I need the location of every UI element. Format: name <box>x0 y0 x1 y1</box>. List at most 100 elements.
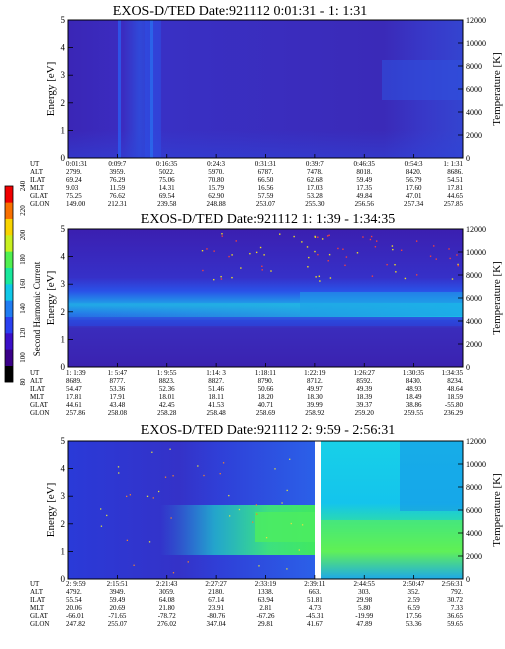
panel-1-y2tick-label: 6000 <box>466 85 482 94</box>
panel-1-spike-1 <box>118 20 121 158</box>
orbit-row-value: 8790. <box>258 377 274 385</box>
orbit-row-value: 248.88 <box>207 200 227 208</box>
noise-speck <box>356 252 359 254</box>
panel-2-y2label: Temperature [K] <box>491 261 503 334</box>
noise-speck <box>231 276 233 279</box>
noise-speck <box>274 468 276 470</box>
noise-speck <box>117 466 120 468</box>
orbit-row-value: 8827. <box>208 377 224 385</box>
orbit-row-label: MLT <box>30 393 45 401</box>
colorbar-blocks <box>5 186 13 383</box>
orbit-row-value: 2:39:11 <box>304 580 326 588</box>
orbit-row-value: 53.28 <box>307 192 323 200</box>
orbit-row-value: 2.81 <box>259 604 272 612</box>
colorbar-ticks: 80 100 120 140 160 180 200 220 240 <box>19 180 27 385</box>
noise-speck <box>228 515 231 517</box>
orbit-row-value: 59.49 <box>110 596 126 604</box>
noise-speck <box>213 250 215 252</box>
noise-speck <box>157 490 160 493</box>
noise-speck <box>126 495 128 498</box>
noise-speck <box>219 473 221 475</box>
panel-2-ytick-label: 0 <box>61 362 66 372</box>
panel-2-scatter-noise <box>201 233 459 282</box>
colorbar-swatch <box>5 186 13 203</box>
orbit-row-value: 8592. <box>356 377 372 385</box>
orbit-row-value: 41.67 <box>307 620 323 628</box>
orbit-row-value: 8234. <box>447 377 463 385</box>
noise-speck <box>449 257 451 260</box>
panel-2-y2tick-label: 8000 <box>466 271 482 280</box>
orbit-row-value: 256.56 <box>355 200 375 208</box>
orbit-row-value: -67.26 <box>256 612 275 620</box>
orbit-row-value: -78.72 <box>158 612 177 620</box>
noise-speck <box>286 568 288 570</box>
orbit-row-value: 49.97 <box>307 385 323 393</box>
noise-speck <box>259 246 262 249</box>
orbit-row-value: 66.50 <box>258 176 274 184</box>
orbit-row-value: 18.30 <box>307 393 323 401</box>
panel-3-y2tick-label: 4000 <box>466 529 482 538</box>
orbit-row-label: GLAT <box>30 192 49 200</box>
orbit-row-value: 62.68 <box>307 176 323 184</box>
noise-speck <box>298 549 300 551</box>
orbit-row-value: 259.20 <box>355 409 375 417</box>
orbit-row-value: -71.65 <box>108 612 127 620</box>
orbit-row-value: -66.01 <box>66 612 85 620</box>
noise-speck <box>221 235 223 237</box>
noise-speck <box>328 234 330 237</box>
noise-speck <box>435 258 437 260</box>
noise-speck <box>252 521 254 523</box>
panel-3-y2-axis: 0 2000 4000 6000 8000 10000 12000 <box>458 437 486 584</box>
panel-3-y2tick-label: 10000 <box>466 460 486 469</box>
orbit-row-label: MLT <box>30 184 45 192</box>
orbit-row-value: 8430. <box>406 377 422 385</box>
orbit-row-value: 29.81 <box>258 620 274 628</box>
noise-speck <box>258 565 260 567</box>
orbit-row-value: 5022. <box>159 168 175 176</box>
orbit-row-value: 276.02 <box>157 620 177 628</box>
panel-1-low-energy-band <box>68 130 463 158</box>
orbit-row-value: 3949. <box>110 588 126 596</box>
colorbar-swatch <box>5 202 13 219</box>
orbit-row-value: 18.59 <box>447 393 463 401</box>
panel-3-title: EXOS-D/TED Date:921112 2: 9:59 - 2:56:31 <box>141 423 395 438</box>
noise-speck <box>326 235 329 237</box>
colorbar-tick-label: 180 <box>19 254 27 265</box>
panel-2-y2tick-label: 2000 <box>466 340 482 349</box>
orbit-row-value: 255.07 <box>108 620 128 628</box>
noise-speck <box>337 247 339 250</box>
panel-2-ytick-label: 5 <box>61 224 66 234</box>
colorbar-swatch <box>5 235 13 252</box>
orbit-row-value: 1:26:27 <box>354 369 376 377</box>
panel-2-y2tick-label: 6000 <box>466 294 482 303</box>
noise-speck <box>240 267 242 269</box>
panel-1-ytick-label: 4 <box>61 43 66 53</box>
orbit-row-label: GLON <box>30 200 49 208</box>
orbit-row-value: 258.48 <box>207 409 227 417</box>
orbit-row-value: 20.06 <box>66 604 82 612</box>
orbit-row-value: 8712. <box>307 377 323 385</box>
orbit-row-value: 1: 1:31 <box>443 160 463 168</box>
orbit-row-value: 4.73 <box>309 604 322 612</box>
panel-1-ytick-label: 5 <box>61 15 66 25</box>
noise-speck <box>220 278 223 280</box>
panel-1-spike-3 <box>150 20 153 158</box>
orbit-row-value: 0:54:3 <box>405 160 423 168</box>
orbit-row-value: 663. <box>309 588 322 596</box>
orbit-row-value: 69.54 <box>159 192 175 200</box>
orbit-row-value: 44.61 <box>66 401 82 409</box>
panel-1-ytick-label: 2 <box>61 98 66 108</box>
noise-speck <box>255 504 258 506</box>
panel-3-y-axis: 0 1 2 3 4 5 <box>61 436 464 584</box>
orbit-row-value: 0:39:7 <box>306 160 324 168</box>
panel-1-title: EXOS-D/TED Date:921112 0:01:31 - 1: 1:31 <box>113 4 367 19</box>
orbit-row-value: 17.81 <box>66 393 82 401</box>
orbit-row-value: 0:16:35 <box>156 160 178 168</box>
orbit-row-value: 36.65 <box>447 612 463 620</box>
colorbar-swatch <box>5 251 13 268</box>
noise-speck <box>371 275 374 277</box>
orbit-row-label: ALT <box>30 377 44 385</box>
colorbar-frame <box>4 185 14 383</box>
colorbar-swatch <box>5 365 13 383</box>
panel-3-y2tick-label: 8000 <box>466 483 482 492</box>
